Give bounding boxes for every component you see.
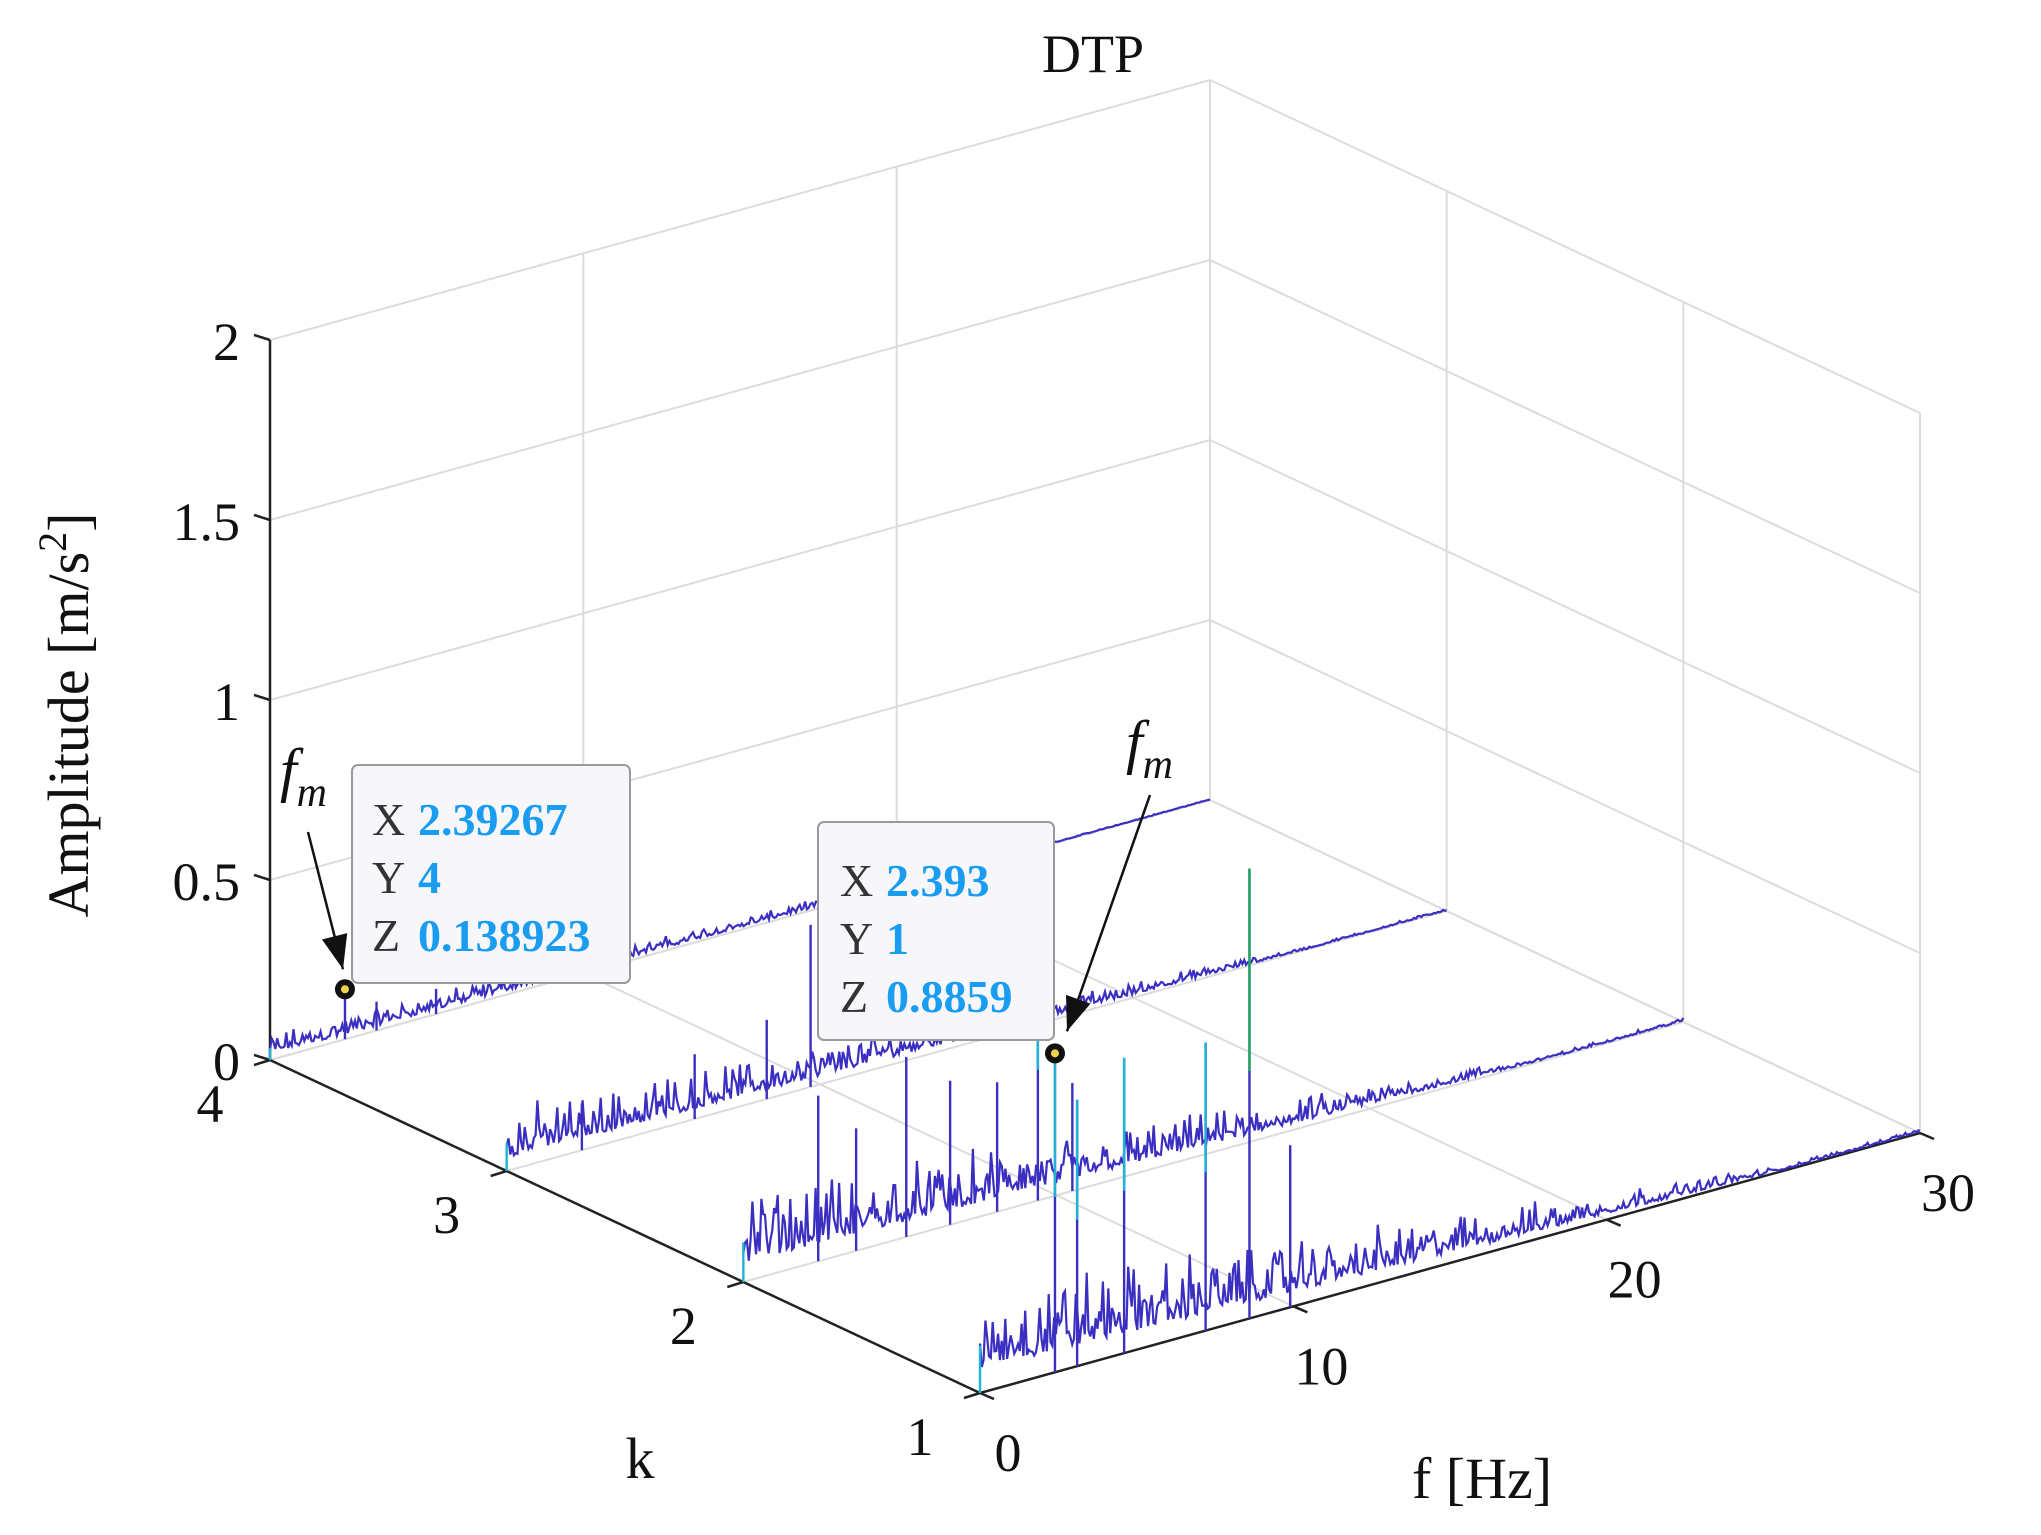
z-tick-label: 0.5 [173,852,241,912]
grid-line [1209,799,1921,1134]
datatip-marker-center [340,985,349,994]
datatip-y-key: Y [372,852,405,903]
fm-arrow-shaft [1065,794,1152,1032]
z-axis-label: Amplitude [m/s2] [30,512,101,917]
series-line-k1 [978,1129,1921,1368]
z-tick-mark [253,513,271,522]
y-tick-mark [963,1391,981,1400]
y-tick-label: 3 [433,1185,460,1245]
fm-annotation-k1: fm [1126,709,1173,788]
y-tick-mark [253,1058,271,1067]
datatip-z-value: 0.138923 [418,910,591,961]
datatip-k4[interactable]: X 2.39267 Y 4 Z 0.138923 [351,764,631,984]
z-tick-label: 1 [213,672,240,732]
datatip-y-value: 1 [886,913,909,964]
x-tick-mark [979,1391,995,1401]
z-tick-mark [253,1053,271,1062]
datatip-box [817,821,1055,1041]
z-tick-label: 0 [213,1032,240,1092]
fm-subscript: m [297,770,327,816]
y-axis-line [269,1058,981,1395]
datatip-z-key: Z [840,971,868,1022]
y-tick-mark [726,1280,744,1289]
series-line-k2 [742,1017,1685,1261]
fm-annotation-k4: fm [280,737,327,816]
datatip-z-key: Z [372,910,400,961]
grid-line [269,259,1211,521]
z-tick-label: 1.5 [173,492,241,552]
x-tick-mark [1606,1218,1622,1227]
z-axis-label-sup: 2 [30,532,75,552]
fm-arrow-head [1066,994,1091,1032]
grid-line [269,79,1211,341]
grid-line [269,439,1211,701]
z-tick-mark [253,693,271,702]
datatip-marker-center [1050,1049,1059,1058]
datatip-y-key: Y [840,913,873,964]
fm-arrow-head [322,933,348,970]
grid-line [582,972,1294,1308]
chart-title: DTP [1042,24,1144,84]
y-tick-label: 4 [197,1074,224,1134]
datatip-z-value: 0.8859 [886,971,1013,1022]
z-axis-label-main: Amplitude [m/s [36,552,101,918]
y-tick-label: 2 [670,1296,697,1356]
z-tick-mark [253,333,271,342]
z-axis-label-end: ] [36,512,101,531]
datatip-y-value: 4 [418,852,441,903]
fm-subscript: m [1143,742,1173,788]
grid-line [1209,439,1921,774]
datatip-x-value: 2.393 [886,855,990,906]
datatip-box [351,764,631,984]
grid-line [1209,259,1921,594]
grid-layer [269,79,1921,1394]
x-axis-label: f [Hz] [1412,1446,1552,1511]
x-tick-label: 0 [995,1423,1022,1483]
y-axis-label: k [626,1426,655,1491]
z-tick-label: 2 [213,312,240,372]
y-tick-label: 1 [907,1407,934,1467]
x-tick-mark [1919,1131,1935,1141]
x-tick-label: 10 [1294,1336,1348,1396]
x-tick-label: 30 [1921,1163,1975,1223]
datatip-x-key: X [372,794,405,845]
annotation-layer [306,794,1152,1064]
grid-line [1209,619,1921,954]
datatip-x-key: X [840,855,873,906]
x-axis-line [979,1131,1921,1395]
y-tick-mark [490,1169,508,1178]
datatip-x-value: 2.39267 [418,794,568,845]
datatip-k1[interactable]: X 2.393 Y 1 Z 0.8859 [817,821,1055,1041]
z-tick-mark [253,873,271,882]
x-tick-mark [1292,1305,1308,1314]
x-tick-label: 20 [1608,1250,1662,1310]
grid-line [743,1021,1684,1283]
grid-line [1209,79,1921,414]
